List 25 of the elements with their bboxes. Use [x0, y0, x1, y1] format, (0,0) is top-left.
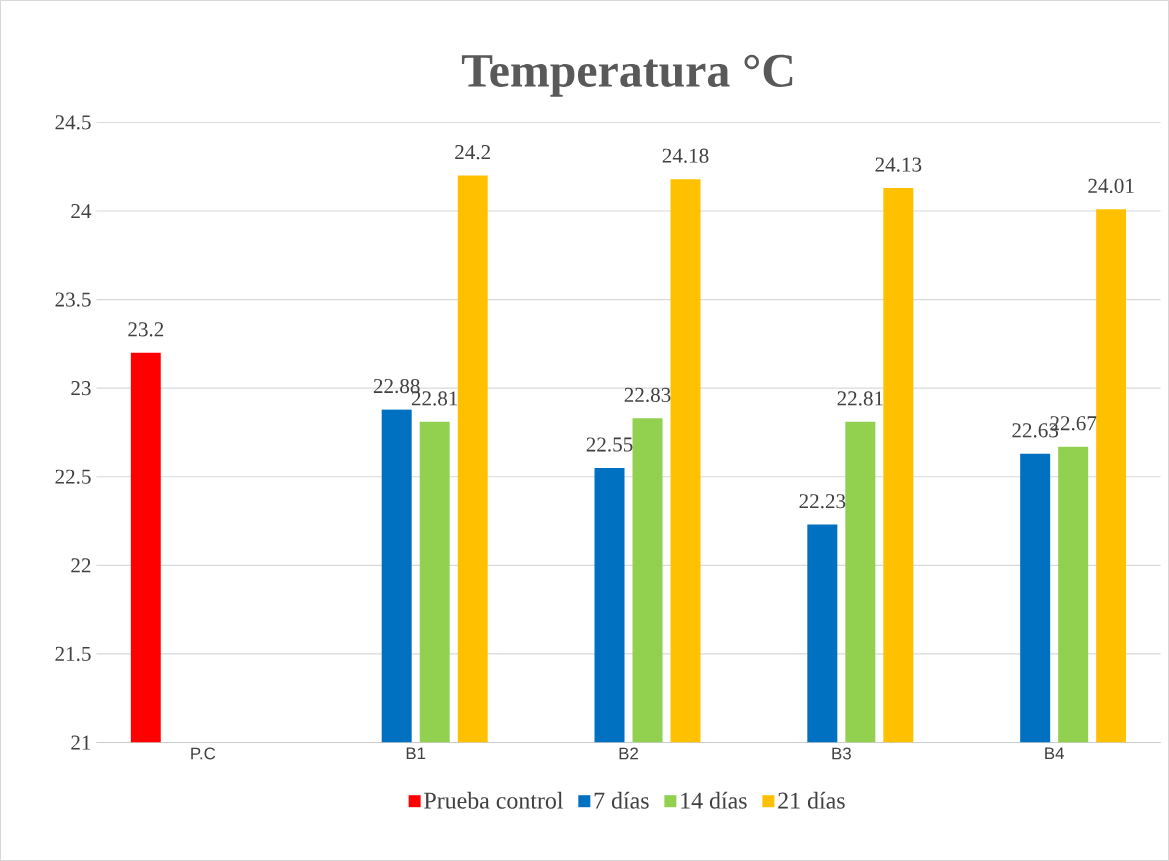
legend-label: 14 días: [681, 791, 747, 809]
legend-label: Prueba control: [424, 791, 564, 809]
x-tick-label: B3: [832, 747, 851, 760]
x-tick-label: B4: [1045, 747, 1064, 760]
data-label: 24.01: [1088, 178, 1134, 194]
x-tick-label: P.C: [191, 747, 216, 760]
data-label: 24.18: [662, 148, 709, 163]
data-label: 22.81: [837, 391, 883, 406]
y-tick-label: 23: [71, 381, 91, 396]
chart-title: Temperatura °C: [461, 54, 793, 97]
data-label: 24.13: [875, 157, 922, 172]
data-label: 22.55: [586, 437, 633, 452]
y-tick-label: 22.5: [55, 469, 91, 484]
y-tick-label: 21.5: [55, 646, 91, 662]
legend-label: 7 días: [594, 791, 649, 809]
x-tick-label: B2: [619, 747, 638, 760]
y-tick-label: 21: [71, 735, 91, 750]
data-label: 24.2: [455, 145, 490, 160]
y-tick-label: 24.5: [55, 115, 91, 130]
y-tick-label: 22: [71, 558, 91, 573]
y-tick-label: 24: [71, 204, 92, 219]
data-label: 23.2: [128, 322, 164, 337]
legend-label: 21 días: [778, 791, 845, 809]
y-tick-label: 23.5: [55, 292, 91, 307]
x-tick-label: B1: [406, 747, 426, 760]
